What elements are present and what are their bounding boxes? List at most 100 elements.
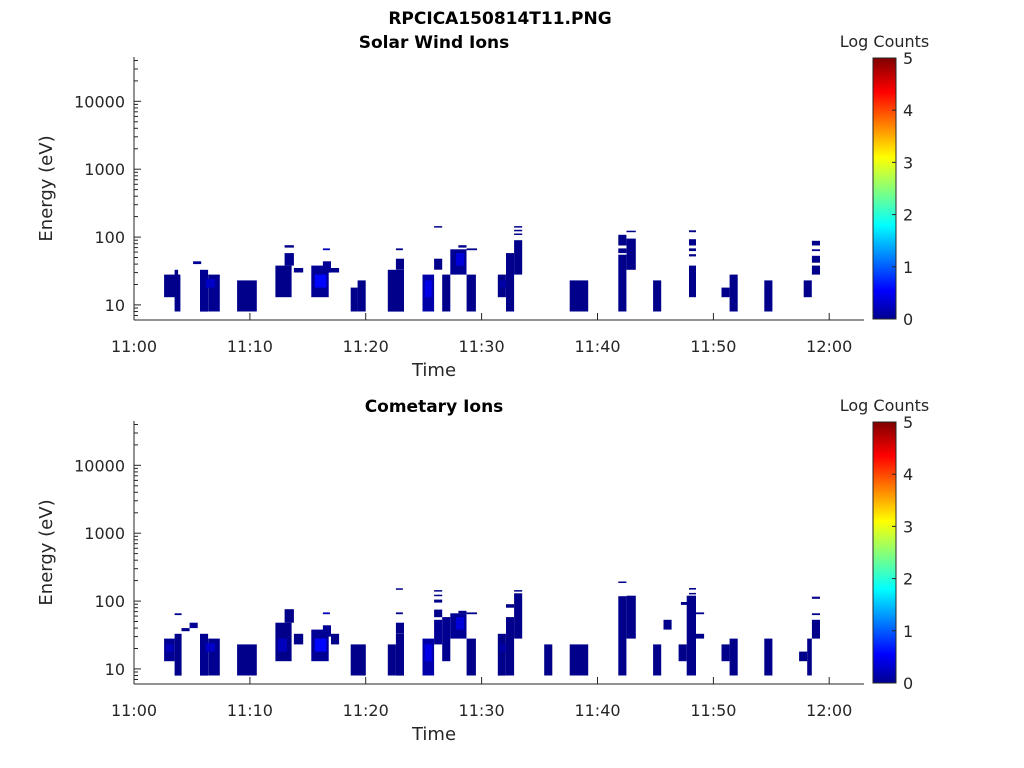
heatmap-cell	[799, 651, 808, 662]
heatmap-cell	[729, 274, 738, 312]
heatmap-cell	[208, 638, 220, 676]
x-tick-label: 12:00	[806, 337, 852, 356]
heatmap-cell	[811, 240, 820, 246]
heatmap-cell	[811, 265, 820, 275]
heatmap-cell	[387, 269, 404, 312]
heatmap-cell	[696, 633, 705, 639]
heatmap-cell	[569, 644, 589, 676]
panel-title: Cometary Ions	[365, 397, 504, 417]
heatmap-cell	[434, 226, 443, 228]
heatmap-cell	[395, 612, 403, 615]
heatmap-cell	[424, 644, 432, 662]
heatmap-cell	[322, 261, 331, 273]
heatmap-cell	[618, 234, 627, 246]
heatmap-cell	[331, 633, 340, 645]
y-tick-label: 10	[105, 296, 125, 315]
heatmap-cell	[434, 599, 443, 603]
heatmap-cell	[721, 644, 730, 662]
heatmap-cell	[764, 638, 773, 676]
colorbar-tick-label: 5	[903, 49, 913, 68]
heatmap-cell	[434, 258, 443, 270]
heatmap-cell	[569, 280, 589, 312]
y-axis-label: Energy (eV)	[36, 499, 57, 605]
heatmap-cell	[626, 238, 636, 270]
heatmap-cell	[618, 596, 627, 676]
x-tick-label: 11:40	[574, 701, 620, 720]
heatmap-cell	[514, 590, 523, 592]
heatmap-cell	[350, 644, 366, 676]
heatmap-cell	[626, 595, 636, 639]
colorbar-tick-label: 1	[903, 258, 913, 277]
heatmap-cell	[544, 644, 553, 676]
heatmap-cell	[200, 269, 209, 312]
x-tick-label: 11:50	[690, 337, 736, 356]
heatmap-cell	[395, 588, 403, 590]
heatmap-cell	[424, 280, 432, 298]
heatmap-cell	[514, 593, 523, 639]
heatmap-cell	[803, 280, 812, 298]
heatmap-cell	[174, 269, 179, 275]
heatmap-cell	[514, 229, 523, 232]
heatmap-cell	[284, 245, 294, 248]
heatmap-cell	[811, 619, 820, 639]
heatmap-cell	[458, 245, 467, 248]
heatmap-cell	[434, 619, 443, 645]
colorbar-tick-label: 2	[903, 206, 913, 225]
heatmap-cell	[689, 254, 696, 257]
colorbar	[872, 57, 897, 320]
heatmap-cell	[456, 253, 465, 266]
y-tick-label: 1000	[84, 524, 125, 543]
heatmap-cell	[811, 596, 820, 599]
figure-title: RPCICA150814T11.PNG	[388, 9, 611, 29]
heatmap-cell	[678, 644, 687, 662]
y-tick-label: 1000	[84, 160, 125, 179]
heatmap-cell	[811, 613, 820, 616]
heatmap-cell	[314, 638, 327, 652]
heatmap-cell	[689, 588, 696, 590]
colorbar	[872, 421, 897, 684]
heatmap-cell	[811, 249, 820, 252]
heatmap-cell	[689, 239, 696, 246]
heatmap-cell	[514, 240, 523, 275]
heatmap-cell	[506, 604, 515, 608]
heatmap-cell	[500, 280, 506, 288]
heatmap-cell	[434, 590, 443, 592]
heatmap-cell	[466, 248, 477, 251]
heatmap-cell	[618, 254, 627, 312]
x-tick-label: 11:00	[111, 701, 157, 720]
heatmap-cell	[696, 612, 705, 615]
heatmap-cell	[466, 638, 476, 676]
heatmap-cell	[764, 280, 773, 312]
heatmap-cell	[395, 258, 404, 270]
colorbar-tick-label: 1	[903, 622, 913, 641]
heatmap-cell	[663, 619, 672, 630]
heatmap-cell	[729, 638, 738, 676]
heatmap-cell	[689, 592, 696, 595]
heatmap-cell	[322, 248, 330, 251]
heatmap-cell	[174, 633, 182, 676]
y-tick-label: 100	[94, 592, 125, 611]
x-tick-label: 12:00	[806, 701, 852, 720]
colorbar-tick-label: 5	[903, 413, 913, 432]
heatmap-cells	[164, 581, 820, 676]
heatmap-cell	[434, 609, 443, 618]
heatmap-cell	[200, 633, 209, 676]
heatmap-cell	[293, 268, 304, 273]
heatmap-cell	[395, 248, 403, 251]
heatmap-cell	[193, 261, 202, 265]
heatmap-cell	[686, 595, 696, 676]
heatmap-cell	[514, 226, 523, 228]
heatmap-cell	[237, 644, 257, 676]
colorbar-tick-label: 2	[903, 570, 913, 589]
x-tick-label: 11:20	[343, 337, 389, 356]
y-tick-label: 10000	[74, 92, 125, 111]
heatmap-cell	[331, 268, 340, 273]
heatmap-cell	[174, 613, 182, 616]
panel-title: Solar Wind Ions	[359, 33, 510, 53]
heatmap-cell	[466, 612, 477, 615]
heatmap-cell	[322, 612, 330, 615]
x-tick-label: 11:40	[574, 337, 620, 356]
